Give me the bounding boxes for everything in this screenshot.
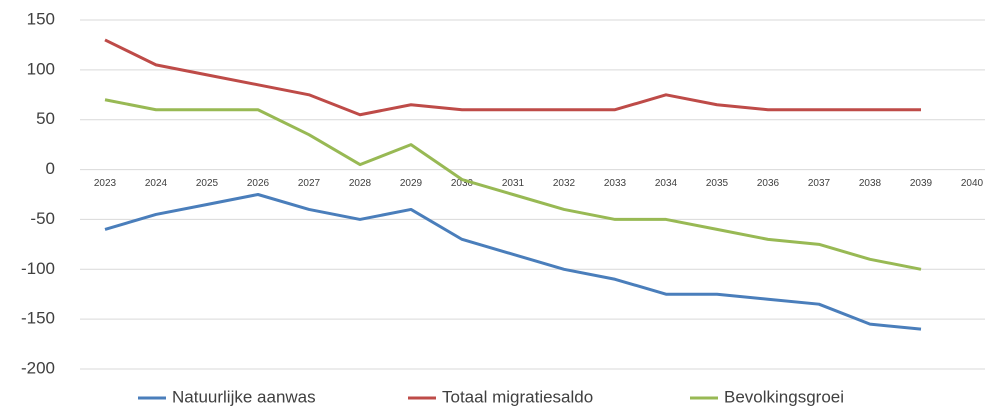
legend-label: Bevolkingsgroei: [724, 387, 844, 406]
y-tick-label: -50: [30, 209, 55, 228]
x-tick-label: 2024: [145, 178, 168, 189]
y-tick-label: 0: [46, 159, 55, 178]
x-tick-label: 2028: [349, 178, 372, 189]
y-tick-label: -100: [21, 259, 55, 278]
x-tick-label: 2030: [451, 178, 474, 189]
y-tick-label: -200: [21, 358, 55, 377]
y-tick-label: 50: [36, 109, 55, 128]
x-tick-label: 2033: [604, 178, 627, 189]
x-tick-label: 2025: [196, 178, 219, 189]
x-tick-label: 2036: [757, 178, 780, 189]
x-tick-label: 2035: [706, 178, 729, 189]
x-tick-label: 2029: [400, 178, 423, 189]
series-line: [104, 193, 922, 331]
y-tick-label: -150: [21, 309, 55, 328]
x-tick-label: 2027: [298, 178, 321, 189]
x-tick-label: 2039: [910, 178, 933, 189]
x-tick-label: 2038: [859, 178, 882, 189]
x-tick-label: 2032: [553, 178, 576, 189]
legend-label: Natuurlijke aanwas: [172, 387, 316, 406]
x-tick-label: 2034: [655, 178, 678, 189]
x-tick-label: 2040: [961, 178, 984, 189]
x-tick-label: 2037: [808, 178, 831, 189]
series-line: [104, 38, 921, 117]
x-tick-label: 2031: [502, 178, 525, 189]
y-tick-label: 150: [27, 9, 55, 28]
legend-label: Totaal migratiesaldo: [442, 387, 593, 406]
series-line: [104, 98, 922, 271]
x-tick-label: 2023: [94, 178, 117, 189]
x-tick-label: 2026: [247, 178, 270, 189]
y-tick-label: 100: [27, 59, 55, 78]
